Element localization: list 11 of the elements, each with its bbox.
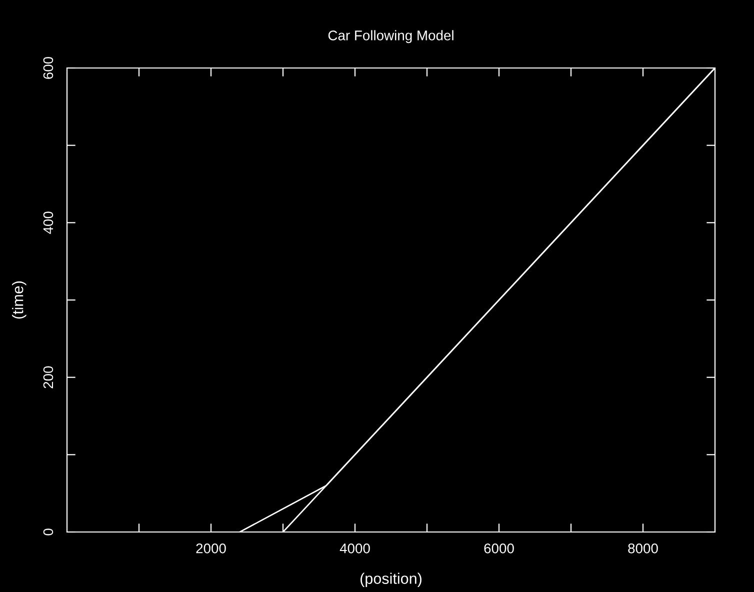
x-tick-label: 2000 xyxy=(196,543,226,554)
x-tick-label: 6000 xyxy=(484,543,514,554)
y-tick-label: 0 xyxy=(43,528,54,536)
y-tick-label: 600 xyxy=(43,56,54,79)
y-tick-label: 400 xyxy=(43,212,54,234)
x-tick-label: 8000 xyxy=(628,543,658,554)
chart-title: Car Following Model xyxy=(328,30,454,44)
x-axis-title: (position) xyxy=(360,572,422,587)
y-axis-title: (time) xyxy=(12,281,26,319)
x-tick-label: 4000 xyxy=(340,543,370,554)
y-tick-label: 200 xyxy=(43,366,54,388)
